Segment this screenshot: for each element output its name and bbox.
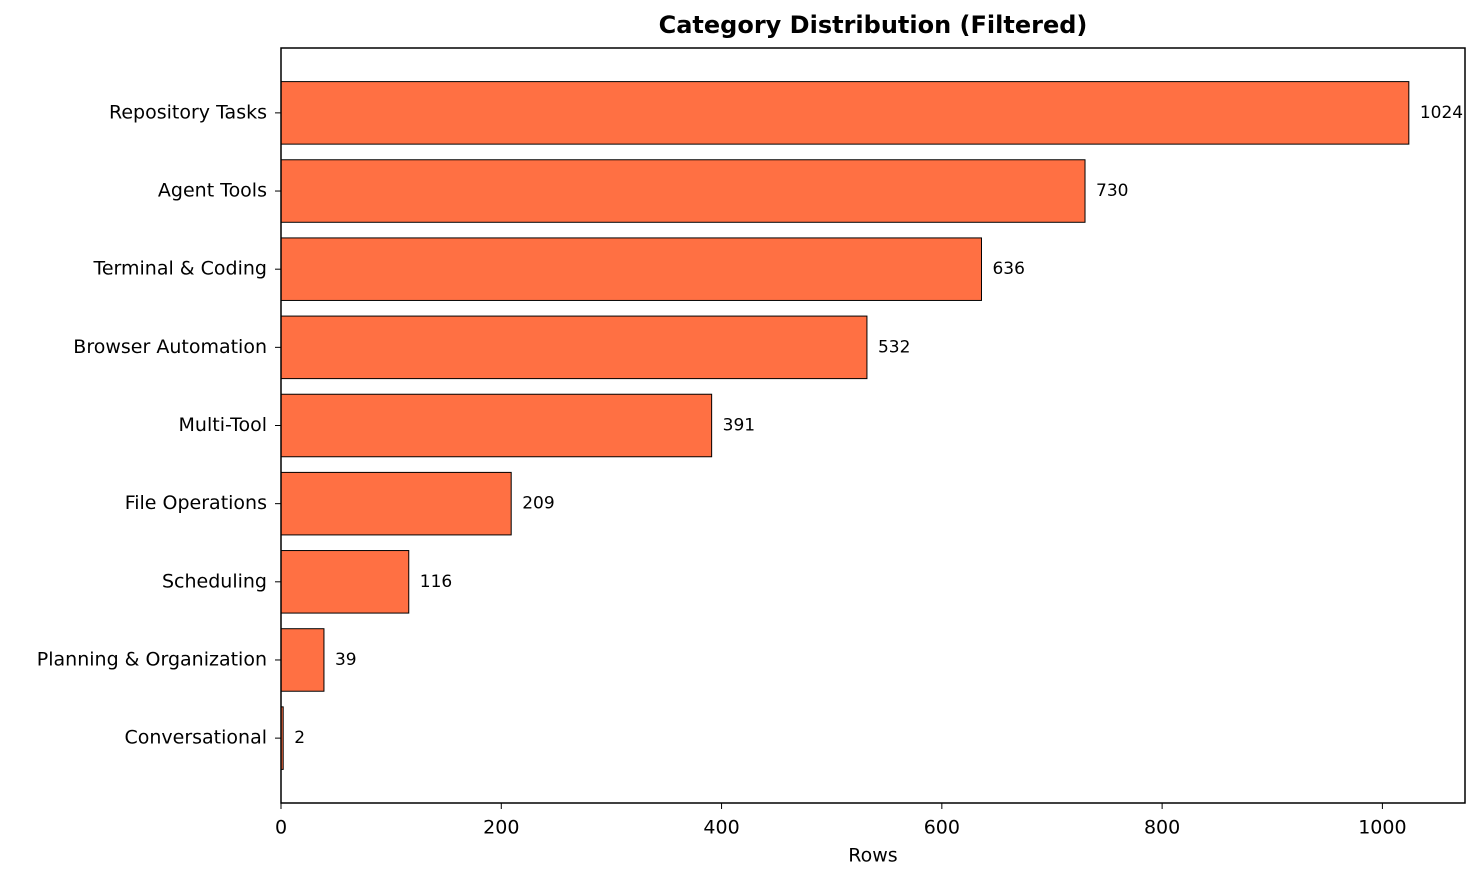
y-tick-label: Scheduling: [162, 570, 267, 592]
value-label: 391: [723, 416, 755, 436]
y-tick-label: Multi-Tool: [179, 414, 267, 436]
x-axis-label: Rows: [848, 845, 897, 867]
bar: [280, 393, 713, 458]
y-tick-label: Conversational: [124, 727, 267, 749]
y-tick-label: Planning & Organization: [37, 648, 267, 670]
bar: [280, 550, 410, 614]
x-tick-label: 0: [275, 817, 287, 839]
x-tick-label: 800: [1144, 817, 1180, 839]
x-tick-label: 400: [703, 817, 739, 839]
value-label: 730: [1096, 181, 1128, 201]
value-label: 2: [294, 728, 305, 748]
value-label: 39: [335, 650, 357, 670]
value-label: 636: [992, 259, 1024, 279]
bar: [280, 628, 325, 692]
y-tick-label: Agent Tools: [158, 180, 267, 202]
bar: [280, 81, 1410, 145]
value-label: 1024: [1420, 103, 1463, 123]
x-tick-label: 200: [483, 817, 519, 839]
y-tick-label: Browser Automation: [73, 336, 267, 358]
bar: [280, 315, 868, 380]
chart-title: Category Distribution (Filtered): [659, 11, 1088, 39]
bar: [280, 237, 982, 301]
value-label: 532: [878, 337, 910, 357]
bar: [280, 159, 1086, 223]
plot-frame: [280, 47, 1466, 804]
y-tick-label: Repository Tasks: [109, 101, 267, 123]
y-tick-label: File Operations: [125, 492, 267, 514]
x-tick-label: 600: [924, 817, 960, 839]
value-label: 116: [420, 572, 452, 592]
x-tick-label: 1000: [1358, 817, 1406, 839]
bar: [280, 471, 512, 536]
value-label: 209: [522, 494, 554, 514]
y-tick-label: Terminal & Coding: [92, 258, 267, 280]
